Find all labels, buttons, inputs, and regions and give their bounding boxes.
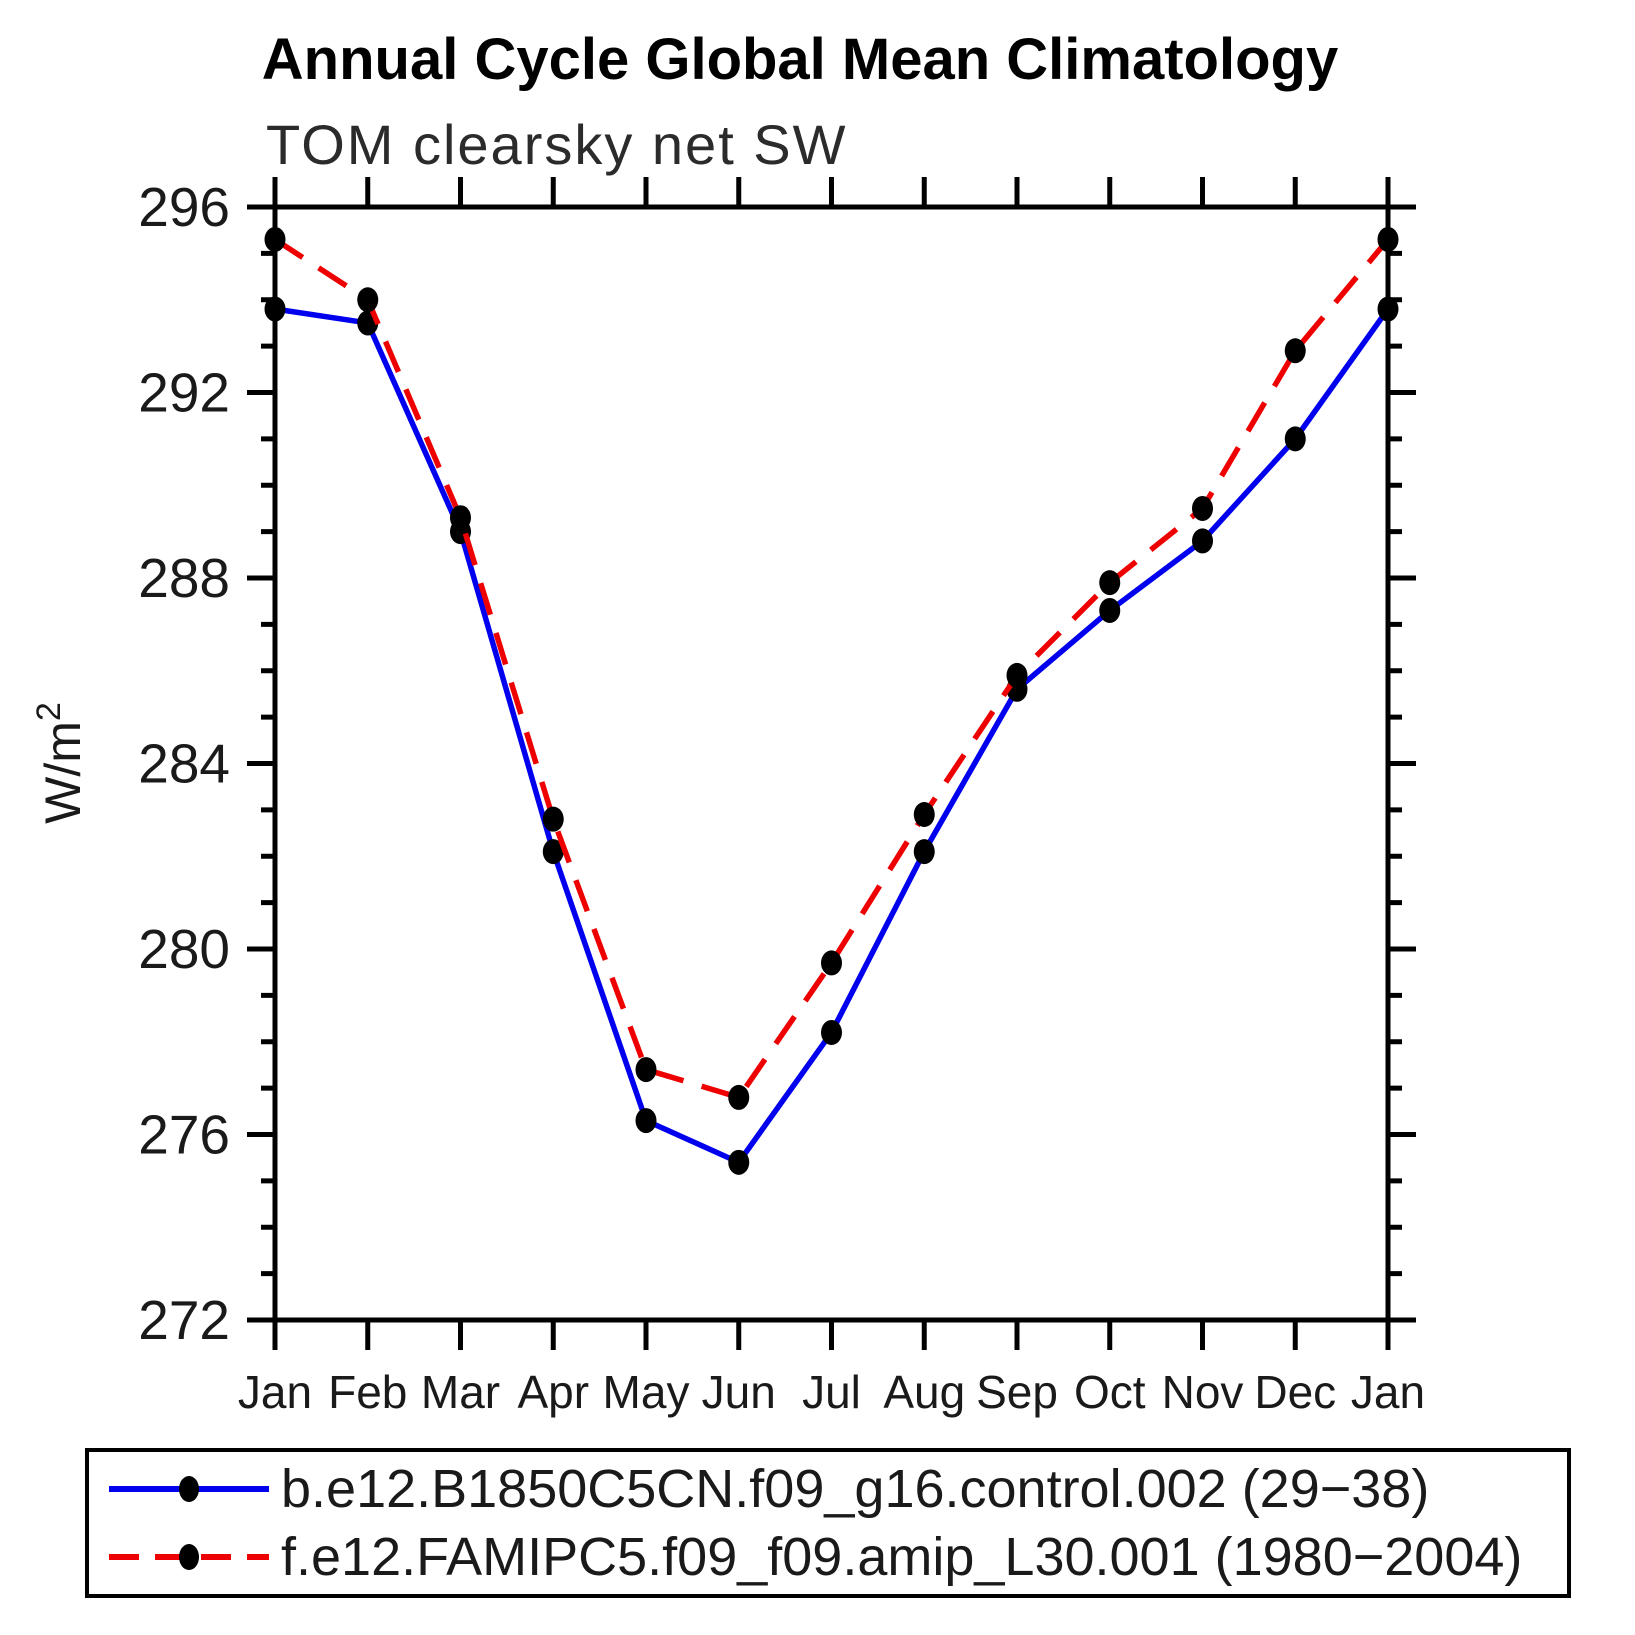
x-axis-ticks — [272, 177, 1391, 1350]
legend-label-control: b.e12.B1850C5CN.f09_g16.control.002 (29−… — [281, 1459, 1430, 1519]
data-point-marker — [913, 839, 935, 865]
y-axis-ticks — [247, 204, 1416, 1323]
data-point-marker — [450, 505, 471, 531]
x-tick-label: Mar — [421, 1366, 500, 1418]
data-point-marker — [728, 1084, 750, 1110]
y-tick-label: 284 — [138, 733, 230, 795]
chart-title: Annual Cycle Global Mean Climatology — [261, 27, 1339, 92]
y-tick-label: 288 — [138, 547, 230, 609]
data-point-marker — [821, 1019, 842, 1045]
legend-sample-solid-line — [109, 1476, 269, 1502]
data-point-marker — [1284, 426, 1306, 452]
data-point-marker — [542, 806, 564, 832]
x-tick-label: Jan — [238, 1366, 312, 1418]
x-tick-label: Sep — [976, 1366, 1058, 1418]
y-tick-label: 292 — [138, 362, 230, 424]
x-axis-month-labels: Jan Feb Mar Apr May Jun Jul Aug Sep Oct Nov Dec Jan — [238, 1366, 1425, 1418]
y-tick-label: 272 — [138, 1289, 230, 1351]
data-point-marker — [1377, 226, 1399, 252]
data-point-marker — [542, 839, 564, 865]
data-point-marker — [728, 1149, 750, 1175]
y-tick-label: 296 — [138, 176, 230, 238]
y-axis-title: W/m2 — [30, 702, 91, 824]
plot-area: 272 276 280 284 288 292 296 Jan Feb Mar Apr May Jun… — [30, 176, 1425, 1418]
y-tick-label: 280 — [138, 918, 230, 980]
chart-subtitle: TOM clearsky net SW — [266, 113, 848, 176]
data-series — [264, 226, 1399, 1175]
x-tick-label: Apr — [517, 1366, 589, 1418]
data-point-marker — [1377, 296, 1399, 322]
legend-marker-dot — [179, 1476, 199, 1502]
x-tick-label: Jul — [802, 1366, 861, 1418]
x-tick-label: Jan — [1351, 1366, 1425, 1418]
x-tick-label: Jun — [702, 1366, 776, 1418]
data-point-marker — [913, 802, 935, 828]
x-tick-label: Nov — [1162, 1366, 1244, 1418]
legend-label-amip: f.e12.FAMIPC5.f09_f09.amip_L30.001 (1980… — [281, 1527, 1523, 1587]
x-tick-label: Feb — [328, 1366, 407, 1418]
data-point-marker — [1192, 495, 1213, 521]
x-tick-label: May — [603, 1366, 690, 1418]
data-point-marker — [821, 950, 842, 976]
data-point-marker — [1099, 597, 1121, 623]
legend-sample-dashed-line — [109, 1544, 269, 1570]
data-point-marker — [264, 296, 286, 322]
y-tick-label: 276 — [138, 1104, 230, 1166]
legend-marker-dot — [179, 1544, 199, 1570]
legend-item-control: b.e12.B1850C5CN.f09_g16.control.002 (29−… — [101, 1459, 1567, 1519]
legend-item-amip: f.e12.FAMIPC5.f09_f09.amip_L30.001 (1980… — [101, 1527, 1567, 1587]
data-point-marker — [1284, 338, 1306, 364]
data-point-marker — [1099, 570, 1121, 596]
data-point-marker — [635, 1108, 657, 1134]
data-point-marker — [1006, 662, 1028, 688]
x-tick-label: Dec — [1254, 1366, 1336, 1418]
x-tick-label: Oct — [1074, 1366, 1146, 1418]
data-point-marker — [1192, 528, 1213, 554]
data-point-marker — [635, 1057, 657, 1083]
data-point-marker — [357, 287, 379, 313]
legend-box: b.e12.B1850C5CN.f09_g16.control.002 (29−… — [85, 1448, 1571, 1598]
axes — [247, 177, 1416, 1350]
x-tick-label: Aug — [883, 1366, 965, 1418]
y-axis-tick-labels: 272 276 280 284 288 292 296 — [138, 176, 230, 1351]
data-point-marker — [264, 226, 286, 252]
